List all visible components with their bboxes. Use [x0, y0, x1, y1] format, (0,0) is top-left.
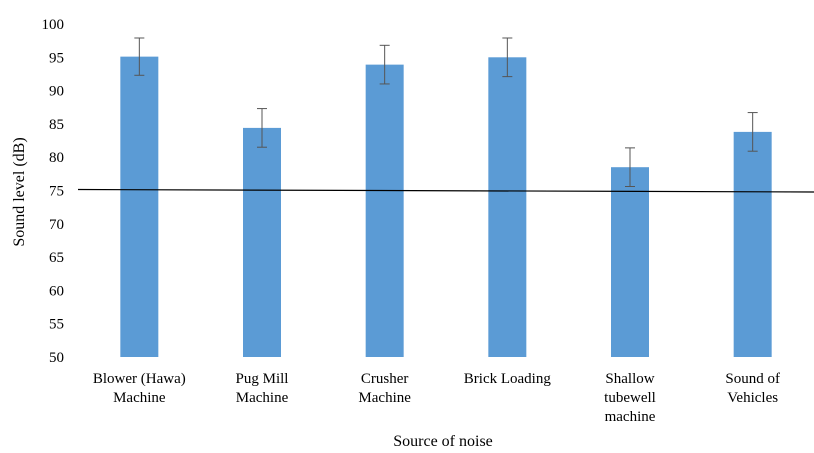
x-category-label-line: machine — [605, 409, 656, 425]
x-category-label-line: Brick Loading — [464, 371, 552, 387]
x-category-label-0: Blower (Hawa) Machine — [93, 371, 186, 406]
y-tick-label-55: 55 — [49, 317, 64, 333]
bar-0 — [120, 56, 159, 357]
x-category-label-3: Brick Loading — [464, 371, 552, 387]
y-axis: 50 55 60 65 70 75 80 85 90 95 100 — [42, 17, 65, 366]
y-tick-label-60: 60 — [49, 283, 64, 299]
y-tick-label-50: 50 — [49, 350, 64, 366]
error-bar-4 — [625, 147, 635, 188]
y-tick-label-95: 95 — [49, 50, 64, 66]
error-bar-3 — [502, 37, 513, 78]
y-tick-label-70: 70 — [49, 217, 64, 233]
x-category-label-line: Crusher — [361, 371, 409, 387]
x-axis-title: Source of noise — [393, 433, 493, 450]
error-bar-5 — [747, 112, 758, 152]
x-category-label-line: Vehicles — [727, 390, 778, 406]
bar-2 — [365, 64, 404, 357]
y-tick-label-90: 90 — [49, 84, 64, 100]
x-category-label-line: Machine — [113, 390, 166, 406]
error-bars-group — [134, 37, 758, 188]
reference-line-75 — [77, 188, 814, 193]
error-bar-2 — [379, 44, 390, 85]
y-tick-label-85: 85 — [49, 117, 64, 133]
y-tick-label-100: 100 — [42, 17, 65, 33]
x-category-label-1: Pug Mill Machine — [236, 371, 289, 406]
y-tick-label-80: 80 — [49, 150, 64, 166]
x-category-label-line: Machine — [358, 390, 411, 406]
bar-3 — [488, 57, 527, 358]
bars-group — [120, 56, 772, 358]
bar-4 — [611, 167, 649, 357]
y-axis-title: Sound level (dB) — [11, 137, 28, 246]
x-category-label-line: tubewell — [604, 390, 656, 406]
error-bar-0 — [134, 37, 145, 76]
x-category-label-line: Shallow — [605, 371, 654, 387]
y-tick-label-65: 65 — [49, 250, 64, 266]
x-category-label-line: Machine — [236, 390, 289, 406]
x-category-label-line: Sound of — [725, 371, 780, 387]
bar-1 — [243, 127, 281, 357]
reference-line-group — [77, 188, 814, 193]
x-category-label-5: Sound of Vehicles — [725, 371, 780, 406]
x-category-label-line: Blower (Hawa) — [93, 371, 186, 387]
x-category-label-line: Pug Mill — [236, 371, 289, 387]
y-tick-label-75: 75 — [49, 184, 64, 200]
x-category-label-2: Crusher Machine — [358, 371, 411, 406]
error-bar-1 — [257, 108, 267, 148]
x-category-label-4: Shallow tubewell machine — [604, 371, 656, 425]
bar-5 — [733, 131, 772, 357]
